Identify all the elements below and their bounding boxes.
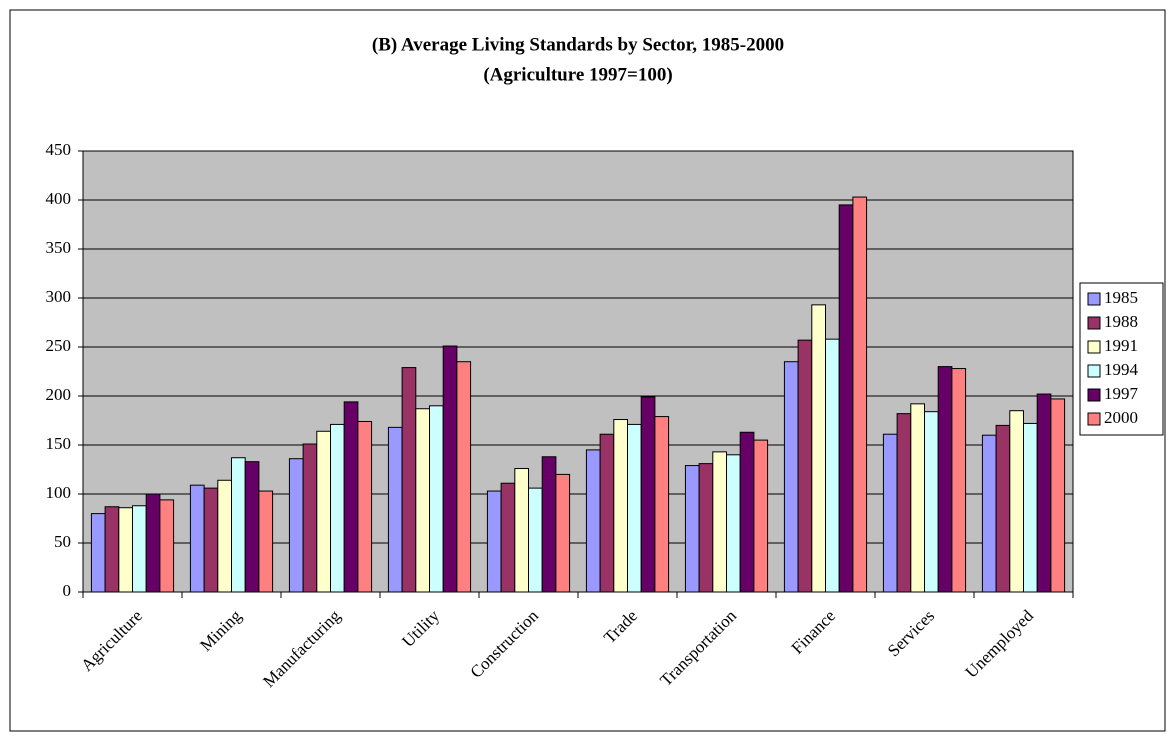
bar xyxy=(882,433,898,593)
legend-label: 1985 xyxy=(1104,288,1138,307)
bar xyxy=(937,366,953,593)
bar xyxy=(429,405,444,593)
y-tick-label: 150 xyxy=(46,434,72,453)
legend-swatch xyxy=(1087,292,1101,306)
legend-swatch xyxy=(1087,316,1101,330)
bar xyxy=(1023,422,1038,593)
bar xyxy=(1050,398,1066,593)
bar xyxy=(599,433,615,593)
bar xyxy=(316,430,331,593)
bar xyxy=(104,506,120,593)
bar xyxy=(627,423,642,593)
bar xyxy=(387,426,403,593)
bar xyxy=(500,482,516,593)
bar xyxy=(159,499,175,593)
bar xyxy=(330,423,345,593)
bar xyxy=(811,304,826,593)
legend-label: 1991 xyxy=(1104,336,1138,355)
bar xyxy=(555,473,571,593)
bar xyxy=(244,461,260,593)
bar xyxy=(712,451,727,593)
y-tick-label: 450 xyxy=(46,140,72,159)
bar xyxy=(258,490,274,593)
bar xyxy=(613,419,628,593)
bar xyxy=(753,439,769,593)
bar xyxy=(302,443,318,593)
bar xyxy=(203,487,219,593)
y-tick-label: 350 xyxy=(46,238,72,257)
legend-swatch xyxy=(1087,364,1101,378)
bar xyxy=(514,468,529,593)
bar xyxy=(343,401,359,593)
bar xyxy=(825,338,840,593)
legend-label: 1997 xyxy=(1104,384,1139,403)
bar xyxy=(838,204,854,593)
y-tick-label: 300 xyxy=(46,287,72,306)
bar xyxy=(442,345,458,593)
chart-subtitle: (Agriculture 1997=100) xyxy=(483,64,672,85)
bar xyxy=(896,413,912,593)
bar xyxy=(528,487,543,593)
bar xyxy=(726,454,741,593)
legend-label: 1994 xyxy=(1104,360,1139,379)
bar xyxy=(910,403,925,593)
bar xyxy=(357,420,373,593)
chart-title: (B) Average Living Standards by Sector, … xyxy=(372,34,784,55)
bar xyxy=(541,456,557,593)
bar xyxy=(585,449,601,593)
bar xyxy=(145,493,161,593)
y-tick-label: 0 xyxy=(63,581,72,600)
legend-box xyxy=(1079,282,1164,436)
bar xyxy=(654,416,670,593)
bar xyxy=(288,458,304,593)
bar xyxy=(118,507,133,593)
bar xyxy=(486,490,502,593)
legend-swatch xyxy=(1087,412,1101,426)
y-tick-label: 50 xyxy=(54,532,71,551)
bar xyxy=(698,463,714,593)
bar xyxy=(640,396,656,593)
bar xyxy=(981,434,997,593)
bar xyxy=(797,339,813,593)
bar xyxy=(739,431,755,593)
bar xyxy=(995,424,1011,593)
bar xyxy=(189,484,205,593)
legend-swatch xyxy=(1087,340,1101,354)
y-tick-label: 200 xyxy=(46,385,72,404)
bar xyxy=(1036,393,1052,593)
bar xyxy=(217,479,232,593)
bar xyxy=(132,505,147,593)
bar xyxy=(1009,410,1024,593)
bar xyxy=(951,368,967,593)
bar xyxy=(415,408,430,593)
bar xyxy=(684,465,700,593)
legend-label: 2000 xyxy=(1104,408,1138,427)
bar xyxy=(924,411,939,593)
legend-label: 1988 xyxy=(1104,312,1138,331)
bar xyxy=(90,513,106,593)
bar xyxy=(231,457,246,593)
y-tick-label: 250 xyxy=(46,336,72,355)
y-tick-label: 400 xyxy=(46,189,72,208)
legend-swatch xyxy=(1087,388,1101,402)
bar xyxy=(401,367,417,593)
bar xyxy=(783,361,799,593)
bar xyxy=(852,196,868,593)
y-tick-label: 100 xyxy=(46,483,72,502)
bar xyxy=(456,361,472,593)
